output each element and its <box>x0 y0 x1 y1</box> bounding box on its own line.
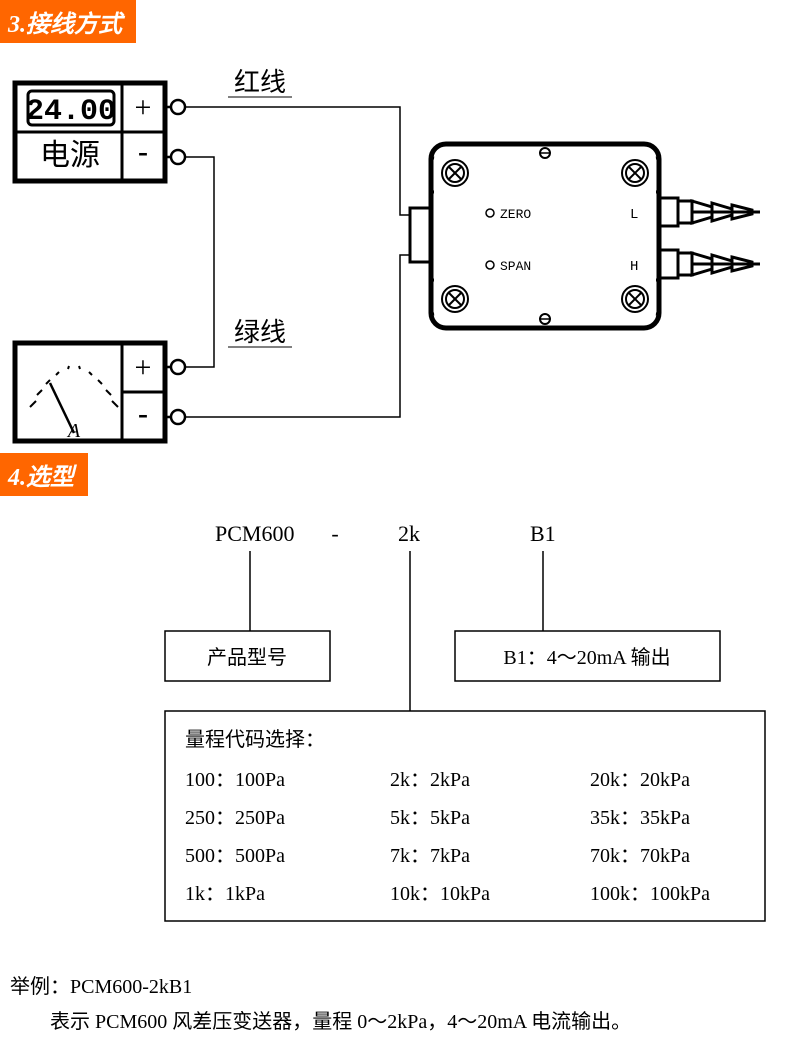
model-code: 2k <box>398 521 420 546</box>
red-wire-label: 红线 <box>234 68 286 97</box>
range-r0c2: 20k：20kPa <box>590 769 690 791</box>
power-term-minus <box>171 150 185 164</box>
range-r3c1: 10k：10kPa <box>390 883 490 905</box>
range-r2c2: 70k：70kPa <box>590 845 690 867</box>
ammeter-label: A <box>66 420 81 442</box>
wiring-diagram: 24.00 电源 + - A + - <box>0 43 790 453</box>
model-diagram: PCM600 - 2k B1 产品型号 B1：4～20mA 输出 量程代码选择：… <box>0 506 790 966</box>
sensor-H: H <box>630 259 638 275</box>
sensor-zero: ZERO <box>500 207 531 222</box>
example-line-1: 举例：PCM600-2kB1 <box>10 970 780 999</box>
range-r1c2: 35k：35kPa <box>590 807 690 829</box>
sensor-L: L <box>630 207 638 223</box>
green-wire <box>185 255 410 417</box>
product-box-label: 产品型号 <box>207 646 287 669</box>
section-3-header: 3.接线方式 <box>0 0 136 43</box>
output-box-label: B1：4～20mA 输出 <box>503 646 670 669</box>
range-r0c1: 2k：2kPa <box>390 769 470 791</box>
ammeter-plus: + <box>135 351 152 384</box>
power-plus: + <box>135 91 152 124</box>
link-wire <box>185 157 214 367</box>
range-r3c2: 100k：100kPa <box>590 883 710 905</box>
power-display-value: 24.00 <box>26 95 116 129</box>
model-b1: B1 <box>530 521 556 546</box>
ammeter-minus: - <box>138 397 148 430</box>
range-r1c1: 5k：5kPa <box>390 807 470 829</box>
ammeter-term-plus <box>171 360 185 374</box>
section-4-header: 4.选型 <box>0 453 88 496</box>
range-r2c1: 7k：7kPa <box>390 845 470 867</box>
model-svg: PCM600 - 2k B1 产品型号 B1：4～20mA 输出 量程代码选择：… <box>0 506 790 966</box>
ammeter-term-minus <box>171 410 185 424</box>
green-wire-label: 绿线 <box>234 318 286 347</box>
wiring-svg: 24.00 电源 + - A + - <box>0 43 790 453</box>
range-r1c0: 250：250Pa <box>185 807 285 829</box>
barb-top <box>660 198 760 226</box>
sensor-span: SPAN <box>500 259 531 274</box>
range-title: 量程代码选择： <box>185 728 325 751</box>
range-r2c0: 500：500Pa <box>185 845 285 867</box>
barb-bottom <box>660 250 760 278</box>
model-dash: - <box>331 521 338 546</box>
example-line-2: 表示 PCM600 风差压变送器，量程 0～2kPa，4～20mA 电流输出。 <box>10 1005 780 1034</box>
model-pcm: PCM600 <box>215 521 294 546</box>
range-r0c0: 100：100Pa <box>185 769 285 791</box>
sensor: ZERO SPAN L H <box>410 143 760 329</box>
range-r3c0: 1k：1kPa <box>185 883 265 905</box>
example-block: 举例：PCM600-2kB1 表示 PCM600 风差压变送器，量程 0～2kP… <box>0 966 790 1044</box>
red-wire <box>185 107 410 215</box>
power-label: 电源 <box>40 139 100 172</box>
power-minus: - <box>138 135 148 168</box>
power-term-plus <box>171 100 185 114</box>
